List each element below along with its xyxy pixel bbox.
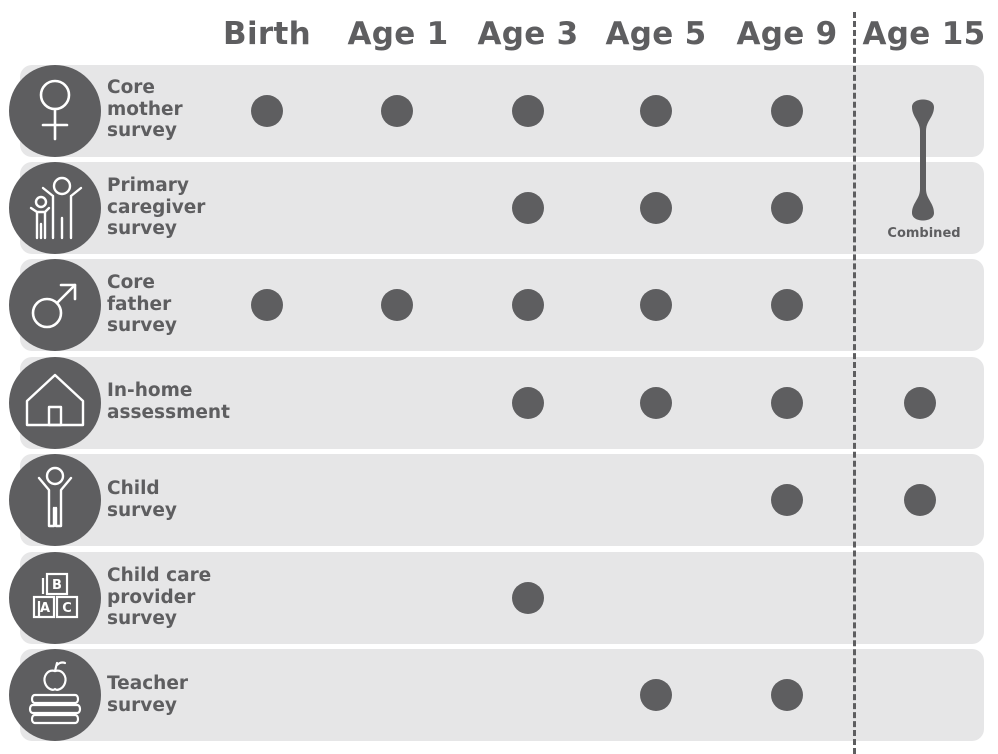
column-header-age-5: Age 5	[605, 16, 707, 52]
house-icon	[9, 357, 101, 449]
survey-dot	[771, 387, 803, 419]
survey-dot	[640, 679, 672, 711]
survey-dot	[381, 95, 413, 127]
row-teacher-survey	[20, 649, 984, 741]
survey-dot	[771, 484, 803, 516]
survey-dot	[512, 289, 544, 321]
survey-dot	[771, 192, 803, 224]
survey-dot	[904, 387, 936, 419]
combined-connector	[912, 99, 934, 221]
survey-dot	[771, 679, 803, 711]
survey-dot	[771, 289, 803, 321]
survey-dot	[640, 387, 672, 419]
survey-dot	[251, 289, 283, 321]
survey-dot	[512, 582, 544, 614]
row-label-core-father-survey: Core father survey	[107, 272, 177, 336]
age-15-divider	[853, 12, 856, 754]
row-core-father-survey	[20, 259, 984, 351]
combined-label: Combined	[887, 226, 961, 241]
survey-dot	[640, 192, 672, 224]
apple-on-books-icon	[9, 649, 101, 741]
row-primary-caregiver-survey	[20, 162, 984, 254]
survey-dot	[640, 95, 672, 127]
column-header-age-9: Age 9	[736, 16, 838, 52]
survey-dot	[904, 484, 936, 516]
survey-dot	[640, 289, 672, 321]
row-label-core-mother-survey: Core mother survey	[107, 77, 183, 141]
abc-blocks-icon: B A C	[9, 552, 101, 644]
row-child-survey	[20, 454, 984, 546]
column-header-age-3: Age 3	[477, 16, 579, 52]
row-child-care-provider-survey	[20, 552, 984, 644]
row-in-home-assessment	[20, 357, 984, 449]
female-symbol-icon	[9, 65, 101, 157]
row-label-in-home-assessment: In-home assessment	[107, 380, 230, 423]
survey-dot	[381, 289, 413, 321]
child-icon	[9, 454, 101, 546]
row-label-primary-caregiver-survey: Primary caregiver survey	[107, 175, 206, 239]
row-label-child-care-provider-survey: Child care provider survey	[107, 565, 212, 629]
survey-dot	[771, 95, 803, 127]
survey-dot	[251, 95, 283, 127]
survey-dot	[512, 192, 544, 224]
caregiver-with-child-icon	[9, 162, 101, 254]
survey-dot	[512, 387, 544, 419]
row-label-child-survey: Child survey	[107, 478, 177, 521]
row-label-teacher-survey: Teacher survey	[107, 673, 189, 716]
survey-dot	[512, 95, 544, 127]
block-letter-b: B	[52, 578, 62, 593]
block-letter-c: C	[62, 601, 72, 616]
column-header-age-15: Age 15	[862, 16, 986, 52]
column-header-birth: Birth	[223, 16, 311, 52]
row-core-mother-survey	[20, 65, 984, 157]
block-letter-a: A	[40, 601, 50, 616]
male-symbol-icon	[9, 259, 101, 351]
column-header-age-1: Age 1	[347, 16, 449, 52]
